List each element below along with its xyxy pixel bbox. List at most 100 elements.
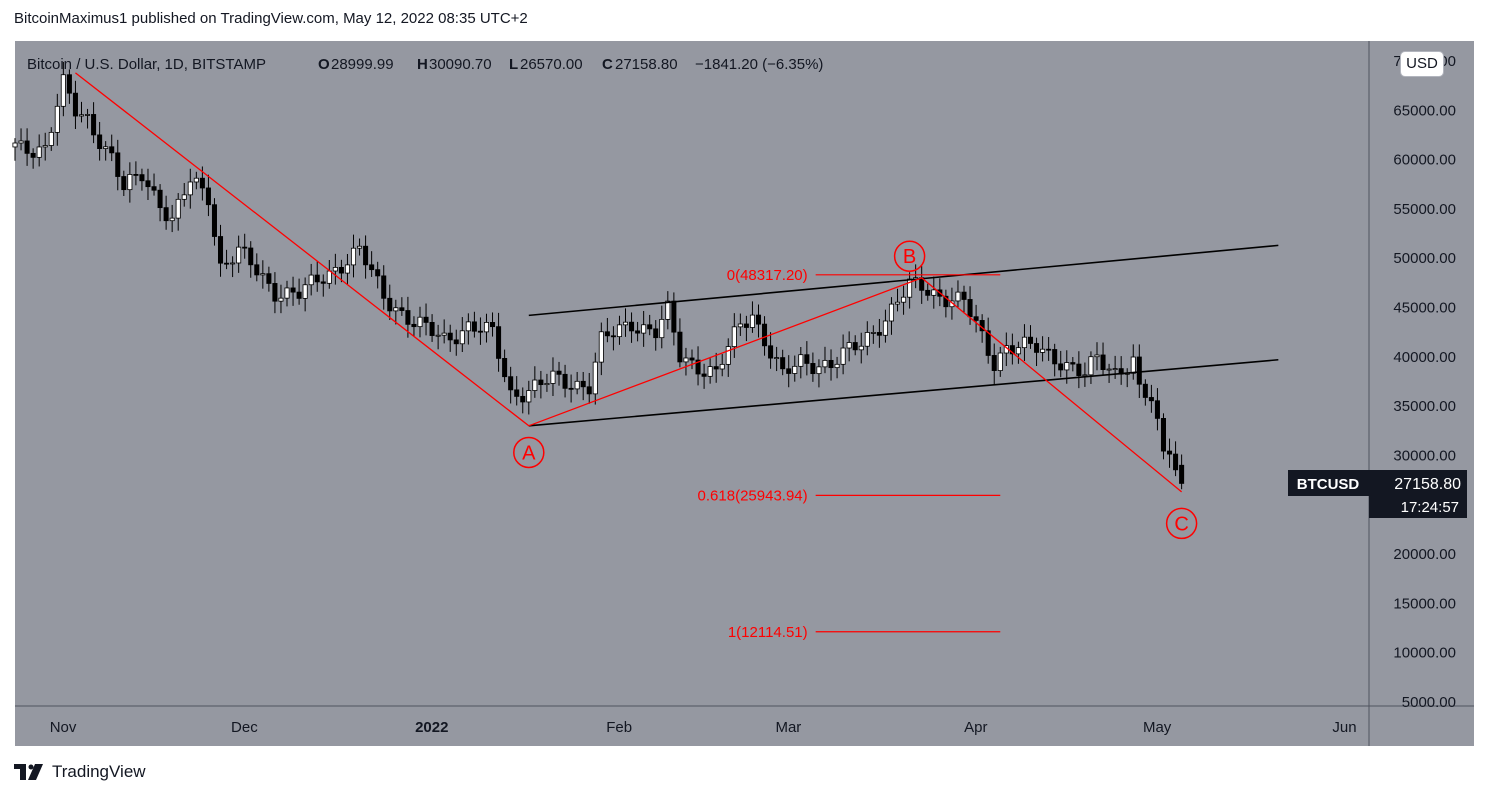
candle[interactable] [218,224,224,277]
candle[interactable] [211,198,217,246]
candle[interactable] [598,322,604,376]
candle[interactable] [181,183,187,207]
candle[interactable] [242,233,248,259]
candle[interactable] [629,312,635,343]
price-axis-area[interactable] [1369,41,1474,706]
candle[interactable] [725,338,731,377]
candle[interactable] [1027,325,1034,349]
candle[interactable] [350,234,357,278]
candle[interactable] [1052,343,1058,377]
candle[interactable] [502,349,508,383]
candle[interactable] [653,320,659,351]
candle[interactable] [471,311,477,338]
candle[interactable] [248,241,254,278]
candle[interactable] [719,354,725,377]
candle[interactable] [447,324,453,352]
candle[interactable] [1167,438,1173,468]
candle[interactable] [12,138,18,161]
candle[interactable] [205,174,211,217]
candle[interactable] [387,284,393,320]
candle[interactable] [556,361,562,386]
candle[interactable] [641,310,647,347]
candle[interactable] [544,373,550,392]
candle[interactable] [955,280,961,308]
candle[interactable] [677,318,683,368]
candle[interactable] [163,195,169,230]
candle[interactable] [490,312,496,337]
time-axis-area[interactable] [15,706,1474,746]
candle[interactable] [792,355,798,382]
candle[interactable] [635,321,641,342]
candle[interactable] [133,161,139,186]
candle[interactable] [1106,363,1112,383]
candle[interactable] [858,332,864,364]
candle[interactable] [901,285,907,315]
candle[interactable] [834,356,840,379]
candle[interactable] [713,352,719,383]
candle[interactable] [822,346,828,374]
candle[interactable] [60,61,66,117]
candle[interactable] [973,304,979,333]
candle[interactable] [895,288,901,312]
candle[interactable] [48,127,54,151]
candle[interactable] [284,280,290,307]
wave-line[interactable] [75,72,1183,493]
candle[interactable] [175,193,181,231]
candle[interactable] [302,277,308,312]
candle[interactable] [810,352,816,382]
candle[interactable] [320,274,326,297]
candle[interactable] [1142,379,1148,406]
candle[interactable] [695,346,701,386]
candle[interactable] [193,171,199,190]
candle[interactable] [592,352,598,405]
candle[interactable] [574,371,580,395]
candle[interactable] [786,355,792,388]
wave-label-c[interactable]: C [1165,507,1198,540]
candle[interactable] [272,272,278,314]
candle[interactable] [1088,351,1094,384]
candle[interactable] [157,184,163,222]
candle[interactable] [363,235,369,279]
candle[interactable] [36,134,42,167]
candle[interactable] [707,358,713,384]
candle[interactable] [254,253,260,282]
candle[interactable] [1160,413,1166,460]
candle[interactable] [236,235,242,273]
candle[interactable] [774,346,780,372]
channel-line[interactable] [528,358,1279,427]
candle[interactable] [411,316,417,337]
candle-last[interactable] [1179,454,1185,490]
candle[interactable] [1021,324,1027,361]
candle[interactable] [399,297,405,316]
candle[interactable] [508,366,514,404]
candle[interactable] [520,387,526,414]
channel-line[interactable] [528,244,1279,317]
candle[interactable] [308,263,314,296]
candle[interactable] [115,139,121,191]
candle[interactable] [496,312,502,372]
candle[interactable] [683,347,689,376]
candle[interactable] [991,343,997,385]
candle[interactable] [332,253,338,285]
candle[interactable] [659,305,665,349]
candle[interactable] [798,346,804,379]
candle[interactable] [846,331,852,362]
candle[interactable] [514,376,520,406]
candle[interactable] [169,204,175,233]
candle[interactable] [943,289,949,318]
candle[interactable] [1112,355,1118,379]
candle[interactable] [610,326,616,351]
candle[interactable] [1009,333,1015,365]
candle[interactable] [538,370,544,399]
candle[interactable] [54,93,60,146]
candle[interactable] [103,141,109,161]
candle[interactable] [1058,350,1064,378]
candle[interactable] [749,301,755,333]
wave-label-b[interactable]: B [893,240,926,272]
candle[interactable] [737,313,743,336]
candle[interactable] [483,313,489,343]
candle[interactable] [586,372,592,404]
candle[interactable] [1100,342,1106,375]
candle[interactable] [127,162,133,203]
